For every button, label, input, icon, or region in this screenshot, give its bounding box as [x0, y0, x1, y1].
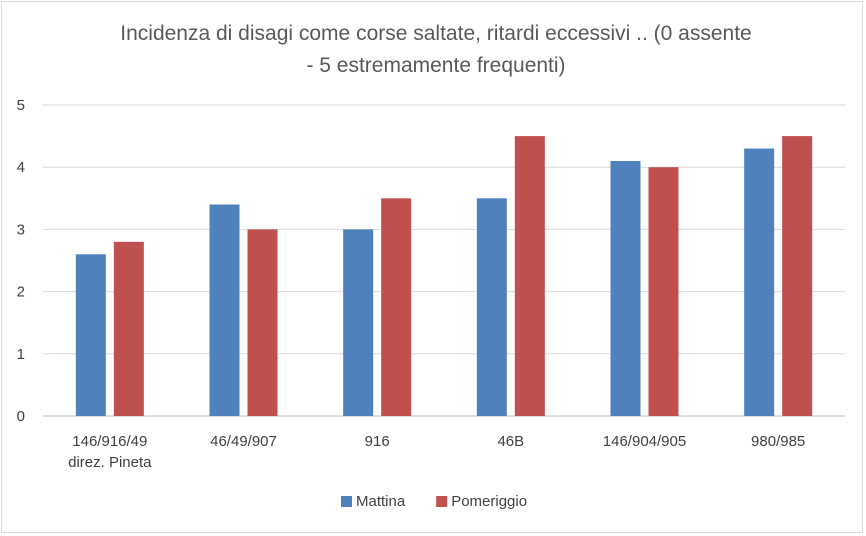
bar-mattina-3 [476, 198, 507, 416]
legend-label-mattina: Mattina [356, 493, 406, 510]
y-tick-label: 5 [17, 97, 25, 114]
chart-title-line-2: - 5 estremamente frequenti) [306, 54, 565, 77]
gridlines [43, 104, 845, 417]
x-tick-label: direz. Pineta [68, 454, 152, 471]
legend-swatch-mattina [341, 496, 352, 507]
x-axis-ticks: 146/916/49 direz. Pineta 46/49/907 916 46B 14… [68, 433, 805, 471]
y-tick-label: 2 [17, 284, 25, 301]
legend-label-pomeriggio: Pomeriggio [451, 493, 527, 510]
bar-pomeriggio-0 [113, 241, 144, 416]
bar-mattina-1 [209, 204, 240, 416]
bar-mattina-2 [343, 229, 374, 416]
y-tick-label: 4 [17, 159, 25, 176]
bar-pomeriggio-5 [782, 136, 813, 416]
x-tick-label: 46/49/907 [210, 433, 277, 450]
y-tick-label: 0 [17, 408, 25, 425]
chart-title-line-1: Incidenza di disagi come corse saltate, … [120, 22, 751, 45]
y-axis-ticks: 0 1 2 3 4 5 [17, 97, 25, 425]
x-tick-label: 46B [497, 433, 524, 450]
bar-pomeriggio-1 [247, 229, 278, 416]
bar-mattina-4 [610, 160, 641, 416]
y-tick-label: 1 [17, 346, 25, 363]
bar-pomeriggio-3 [514, 136, 545, 416]
bar-pomeriggio-4 [648, 167, 679, 416]
x-tick-label: 146/904/905 [603, 433, 686, 450]
bar-pomeriggio-2 [381, 198, 412, 416]
legend-swatch-pomeriggio [436, 496, 448, 507]
bar-mattina-5 [744, 148, 775, 417]
bar-mattina-0 [75, 254, 106, 416]
x-tick-label: 980/985 [751, 433, 805, 450]
legend: Mattina Pomeriggio [341, 493, 527, 510]
x-tick-label: 916 [365, 433, 390, 450]
y-tick-label: 3 [17, 221, 25, 238]
x-tick-label: 146/916/49 [72, 433, 147, 450]
bars [75, 136, 813, 417]
